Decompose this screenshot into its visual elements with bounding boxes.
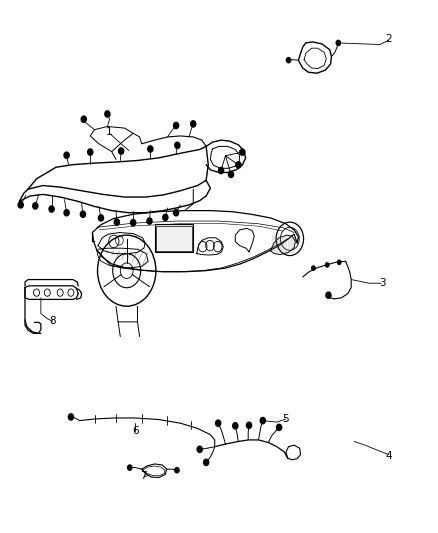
Circle shape <box>148 146 153 152</box>
Circle shape <box>105 111 110 117</box>
Circle shape <box>18 201 23 208</box>
Circle shape <box>240 149 245 155</box>
Circle shape <box>233 423 238 429</box>
Circle shape <box>337 260 341 264</box>
Circle shape <box>81 116 86 123</box>
Circle shape <box>219 167 224 174</box>
Circle shape <box>191 121 196 127</box>
Circle shape <box>88 149 93 155</box>
Text: 5: 5 <box>282 414 289 424</box>
Bar <box>156 226 192 251</box>
Text: 8: 8 <box>49 317 56 326</box>
Bar <box>155 224 193 253</box>
Circle shape <box>99 215 103 221</box>
Text: 4: 4 <box>385 450 392 461</box>
Circle shape <box>49 206 54 212</box>
Circle shape <box>68 414 74 420</box>
Circle shape <box>204 459 208 465</box>
Circle shape <box>229 171 233 177</box>
Circle shape <box>325 263 329 267</box>
Text: 6: 6 <box>132 426 138 436</box>
Circle shape <box>64 152 69 158</box>
Circle shape <box>286 58 291 63</box>
Circle shape <box>336 41 340 45</box>
Circle shape <box>276 424 282 431</box>
Circle shape <box>312 266 315 270</box>
Circle shape <box>326 292 331 298</box>
Circle shape <box>131 220 136 226</box>
Circle shape <box>236 162 241 168</box>
Circle shape <box>33 203 38 209</box>
Circle shape <box>64 209 69 216</box>
Circle shape <box>247 422 251 429</box>
Circle shape <box>114 219 120 225</box>
Circle shape <box>197 446 202 453</box>
Circle shape <box>163 214 168 221</box>
Circle shape <box>175 142 180 149</box>
Circle shape <box>173 209 179 216</box>
Circle shape <box>80 211 85 217</box>
Text: 1: 1 <box>106 127 113 137</box>
Text: 2: 2 <box>385 34 392 44</box>
Circle shape <box>175 467 179 473</box>
Circle shape <box>260 417 265 424</box>
Text: 7: 7 <box>141 472 147 481</box>
Circle shape <box>147 218 152 224</box>
Circle shape <box>215 420 221 426</box>
Circle shape <box>173 123 179 128</box>
Circle shape <box>127 465 132 470</box>
Circle shape <box>119 148 124 154</box>
Text: 3: 3 <box>379 278 385 288</box>
